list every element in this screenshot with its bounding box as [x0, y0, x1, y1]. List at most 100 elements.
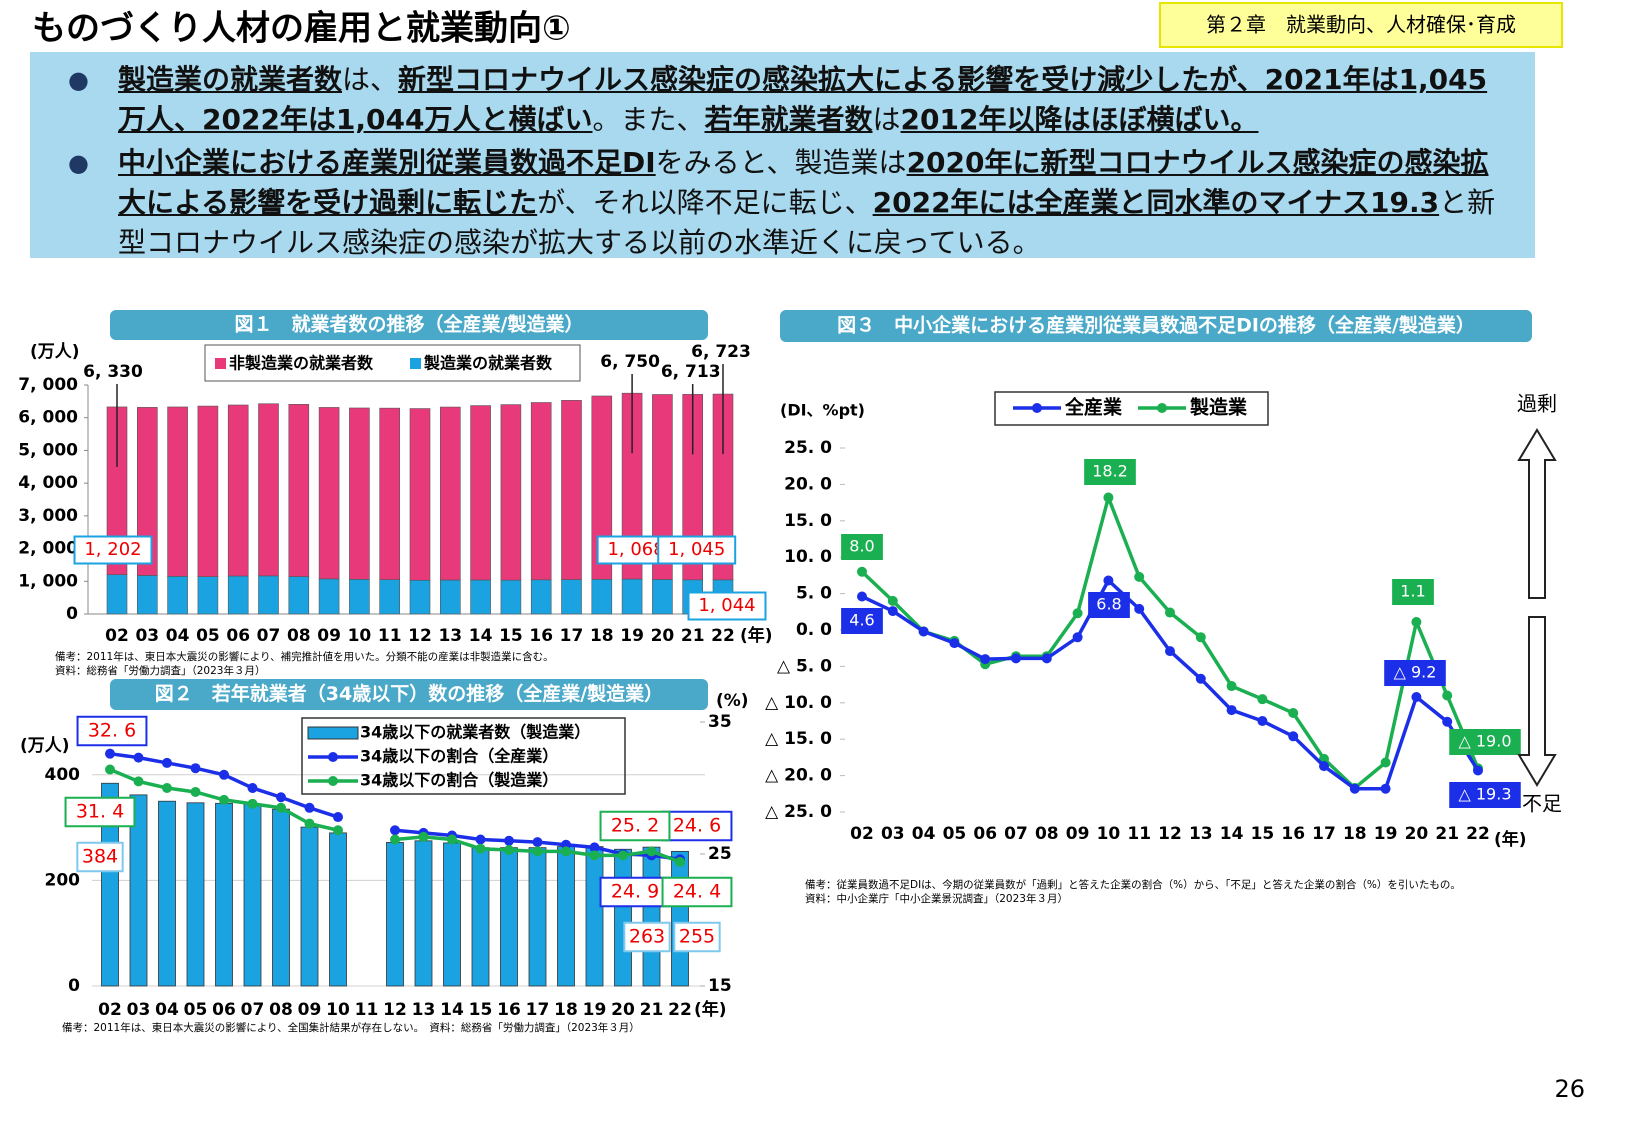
- arrow-up: [1517, 428, 1557, 599]
- point: [1195, 632, 1206, 643]
- x-tick-label: 15: [499, 626, 523, 646]
- value-label: 255: [679, 926, 715, 948]
- bar-segment: [167, 406, 188, 577]
- bar: [471, 847, 490, 987]
- point: [1473, 765, 1483, 776]
- legend-swatch: [1157, 403, 1167, 413]
- point: [857, 591, 867, 602]
- chapter-box: [1159, 2, 1563, 48]
- point: [1103, 575, 1114, 586]
- point: [675, 856, 685, 867]
- bar: [243, 803, 262, 987]
- x-tick-label: 19: [583, 1000, 607, 1020]
- point: [1288, 731, 1299, 742]
- point: [1257, 694, 1268, 705]
- y-tick-label: △ 25. 0: [765, 802, 832, 822]
- side-label: 過剰: [1517, 392, 1557, 416]
- value-label: 31. 4: [76, 801, 124, 823]
- x-tick-label: 21: [1435, 824, 1459, 844]
- x-tick-label: 19: [1374, 824, 1398, 844]
- x-tick-label: 13: [412, 1000, 436, 1020]
- x-tick-label: 04: [155, 1000, 179, 1020]
- value-label: 4.6: [849, 611, 874, 630]
- bar-segment: [288, 404, 310, 577]
- bar-segment: [227, 404, 249, 577]
- x-tick-label: 13: [1189, 824, 1213, 844]
- point: [133, 752, 144, 763]
- bar-segment: [439, 406, 461, 581]
- point: [1442, 690, 1453, 701]
- x-unit: (年): [740, 625, 773, 646]
- point: [646, 846, 657, 857]
- value-label-box: [1084, 459, 1136, 485]
- legend-swatch: [1032, 403, 1042, 413]
- point: [504, 845, 514, 856]
- legend-box: [301, 717, 626, 795]
- x-tick-label: 07: [257, 626, 281, 646]
- bar: [300, 826, 319, 987]
- y-tick-label: 7, 000: [18, 375, 78, 395]
- point: [532, 846, 543, 857]
- x-tick-label: 02: [98, 1000, 122, 1020]
- x-tick-label: 03: [881, 824, 905, 844]
- y-axis-label: (DI、%pt): [780, 401, 865, 420]
- value-label-box: [841, 608, 883, 634]
- bar: [215, 802, 233, 987]
- x-tick-label: 06: [973, 824, 997, 844]
- legend-box: [204, 344, 581, 382]
- value-label: △ 9.2: [1394, 663, 1437, 682]
- total-label: 6, 750: [600, 352, 660, 372]
- x-unit: (年): [694, 999, 727, 1020]
- point: [162, 757, 172, 768]
- bar: [557, 846, 575, 987]
- point: [1165, 646, 1175, 657]
- value-label-box: [657, 535, 737, 565]
- note: 備考：2011年は、東日本大震災の影響により、補完推計値を用いた。分類不能の産業…: [55, 650, 554, 663]
- bar-segment: [288, 576, 310, 615]
- x-tick-label: 20: [611, 1000, 635, 1020]
- x-tick-label: 09: [1066, 824, 1090, 844]
- y-tick-label: 5, 000: [18, 440, 78, 460]
- x-tick-label: 13: [438, 626, 462, 646]
- point: [1103, 492, 1114, 503]
- chapter-label: 第２章 就業動向、人材確保･育成: [1206, 13, 1516, 37]
- bar-segment: [470, 579, 491, 615]
- point: [1134, 603, 1145, 614]
- point: [1442, 716, 1453, 727]
- value-label: 1, 202: [84, 539, 141, 560]
- y-tick-label: △ 5. 0: [777, 656, 832, 676]
- legend-box: [994, 391, 1269, 426]
- chart-banner: [110, 679, 708, 710]
- bar-segment: [652, 394, 673, 580]
- x-tick-label: 14: [440, 1000, 464, 1020]
- legend-label: 全産業: [1064, 396, 1123, 419]
- value-label-box: [73, 535, 153, 565]
- x-tick-label: 09: [298, 1000, 322, 1020]
- total-label: 6, 713: [661, 362, 721, 382]
- bullet: 製造業の就業者数は、新型コロナウイルス感染症の感染拡大による影響を受け減少したが…: [30, 60, 1515, 140]
- bar-segment: [530, 579, 552, 615]
- value-label-box: [661, 810, 733, 842]
- point: [304, 818, 315, 829]
- y-tick-label: △ 10. 0: [765, 693, 832, 713]
- legend-label: 34歳以下の割合（全産業）: [360, 747, 558, 766]
- bar-segment: [652, 579, 673, 615]
- legend-label: 製造業: [1189, 396, 1248, 419]
- bullet-text: 若年就業者数: [704, 103, 873, 136]
- bullet-text: 2020年に新型コロナウイルス感染症の感染拡大による影響を受け過剰に転じた: [118, 146, 1489, 219]
- bullet-text: は: [872, 103, 901, 136]
- value-label: 24. 6: [673, 815, 721, 837]
- point: [304, 802, 315, 813]
- point: [1134, 571, 1145, 582]
- chart-banner: [780, 310, 1532, 342]
- bar-segment: [379, 579, 401, 615]
- value-label: 1.1: [1400, 582, 1425, 601]
- bar-segment: [409, 408, 431, 581]
- x-tick-label: 06: [212, 1000, 236, 1020]
- bar-segment: [409, 579, 431, 615]
- x-tick-label: 08: [269, 1000, 293, 1020]
- point: [1380, 757, 1391, 768]
- value-label: △ 19.3: [1458, 785, 1511, 804]
- chart-banner: [110, 310, 708, 340]
- x-tick-label: 15: [469, 1000, 493, 1020]
